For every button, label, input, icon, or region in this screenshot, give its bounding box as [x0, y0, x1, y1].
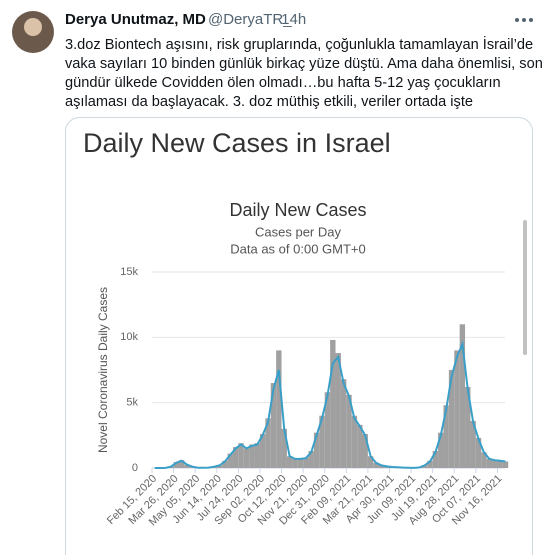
bar [298, 459, 303, 468]
chart-title: Daily New Cases [229, 200, 366, 220]
bar [244, 448, 249, 468]
bar [341, 379, 346, 468]
y-axis-label: Novel Coronavirus Daily Cases [96, 287, 110, 453]
time[interactable]: · 14h [272, 11, 306, 28]
bar [454, 350, 459, 468]
bar [255, 443, 260, 468]
bar [330, 340, 335, 468]
scrollbar[interactable] [523, 220, 527, 355]
card-title: Daily New Cases in Israel [83, 128, 391, 158]
y-tick-label: 0 [132, 462, 138, 474]
bar [276, 350, 281, 468]
author[interactable]: Derya Unutmaz, MD [65, 11, 206, 28]
tweet-text: vaka sayıları 10 binden günlük birkaç yü… [65, 56, 547, 72]
tweet-text: gündür ülkede Covidden ölen olmadı…bu ha… [65, 75, 501, 91]
y-tick-label: 10k [120, 331, 138, 343]
avatar-face [24, 18, 42, 36]
chart-subtitle: Cases per Day [255, 224, 341, 239]
y-tick-label: 5k [126, 397, 138, 409]
tweet-text: aşılaması da başlayacak. 3. doz müthiş e… [65, 94, 473, 110]
bar [352, 416, 357, 468]
bar [292, 459, 297, 468]
chart-subtitle: Data as of 0:00 GMT+0 [230, 241, 365, 256]
bar [249, 444, 254, 468]
tweet-text: 3.doz Biontech aşısını, risk gruplarında… [65, 35, 533, 53]
more-icon[interactable] [515, 18, 533, 22]
y-tick-label: 15k [120, 266, 138, 278]
bar [503, 461, 508, 468]
